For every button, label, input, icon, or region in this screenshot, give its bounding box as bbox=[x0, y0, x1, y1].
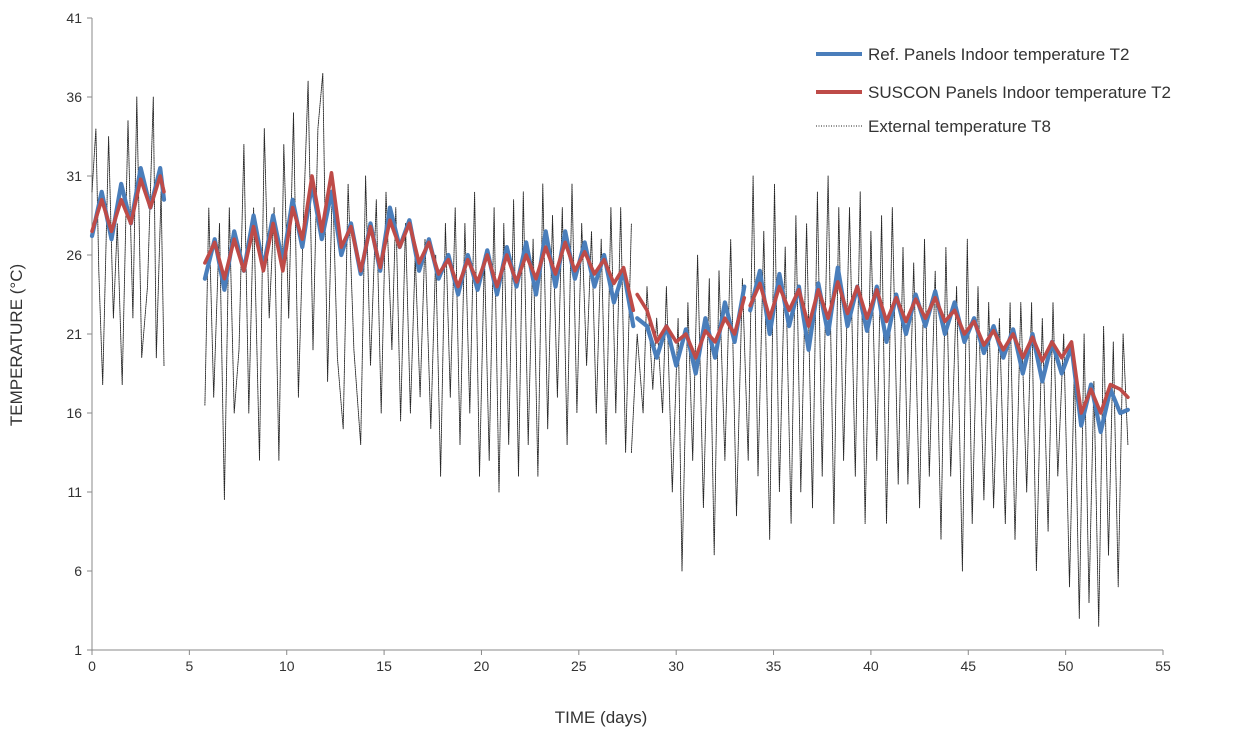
legend-item-external: External temperature T8 bbox=[816, 117, 1051, 136]
x-tick-label: 40 bbox=[863, 658, 879, 674]
x-tick-label: 45 bbox=[960, 658, 976, 674]
x-axis-ticks: 0 5 10 15 20 25 30 35 40 45 50 55 bbox=[88, 650, 1171, 674]
x-tick-label: 10 bbox=[279, 658, 295, 674]
series-ref bbox=[89, 166, 1131, 435]
legend-label-ref: Ref. Panels Indoor temperature T2 bbox=[868, 45, 1129, 64]
series-layer bbox=[89, 72, 1131, 627]
x-axis-title: TIME (days) bbox=[555, 708, 648, 727]
series-line-suscon bbox=[90, 174, 166, 234]
x-tick-label: 5 bbox=[185, 658, 193, 674]
x-tick-label: 55 bbox=[1155, 658, 1171, 674]
series-suscon bbox=[90, 171, 1130, 415]
x-tick-label: 50 bbox=[1058, 658, 1074, 674]
legend: Ref. Panels Indoor temperature T2 SUSCON… bbox=[816, 45, 1171, 136]
x-tick-label: 35 bbox=[766, 658, 782, 674]
y-tick-label: 26 bbox=[66, 247, 82, 263]
x-tick-label: 30 bbox=[668, 658, 684, 674]
x-tick-label: 25 bbox=[571, 658, 587, 674]
series-line-suscon bbox=[635, 292, 747, 360]
x-tick-label: 0 bbox=[88, 658, 96, 674]
legend-label-external: External temperature T8 bbox=[868, 117, 1051, 136]
y-tick-label: 11 bbox=[67, 484, 82, 500]
series-line-ref bbox=[635, 284, 747, 376]
legend-item-suscon: SUSCON Panels Indoor temperature T2 bbox=[816, 83, 1171, 102]
series-external bbox=[91, 72, 1129, 627]
y-tick-label: 21 bbox=[66, 326, 82, 342]
y-tick-label: 16 bbox=[66, 405, 82, 421]
y-tick-label: 31 bbox=[66, 168, 82, 184]
legend-label-suscon: SUSCON Panels Indoor temperature T2 bbox=[868, 83, 1171, 102]
y-tick-label: 41 bbox=[66, 10, 82, 26]
x-tick-label: 15 bbox=[376, 658, 392, 674]
y-tick-label: 1 bbox=[74, 642, 82, 658]
y-axis-title: TEMPERATURE (°C) bbox=[7, 264, 26, 426]
series-line-external bbox=[630, 175, 1129, 627]
y-tick-label: 36 bbox=[66, 89, 82, 105]
series-line-external bbox=[91, 96, 165, 386]
series-line-suscon bbox=[203, 171, 636, 313]
legend-item-ref: Ref. Panels Indoor temperature T2 bbox=[816, 45, 1129, 64]
series-line-external bbox=[204, 72, 632, 501]
x-tick-label: 20 bbox=[474, 658, 490, 674]
series-line-suscon bbox=[748, 280, 1130, 415]
y-tick-label: 6 bbox=[74, 563, 82, 579]
